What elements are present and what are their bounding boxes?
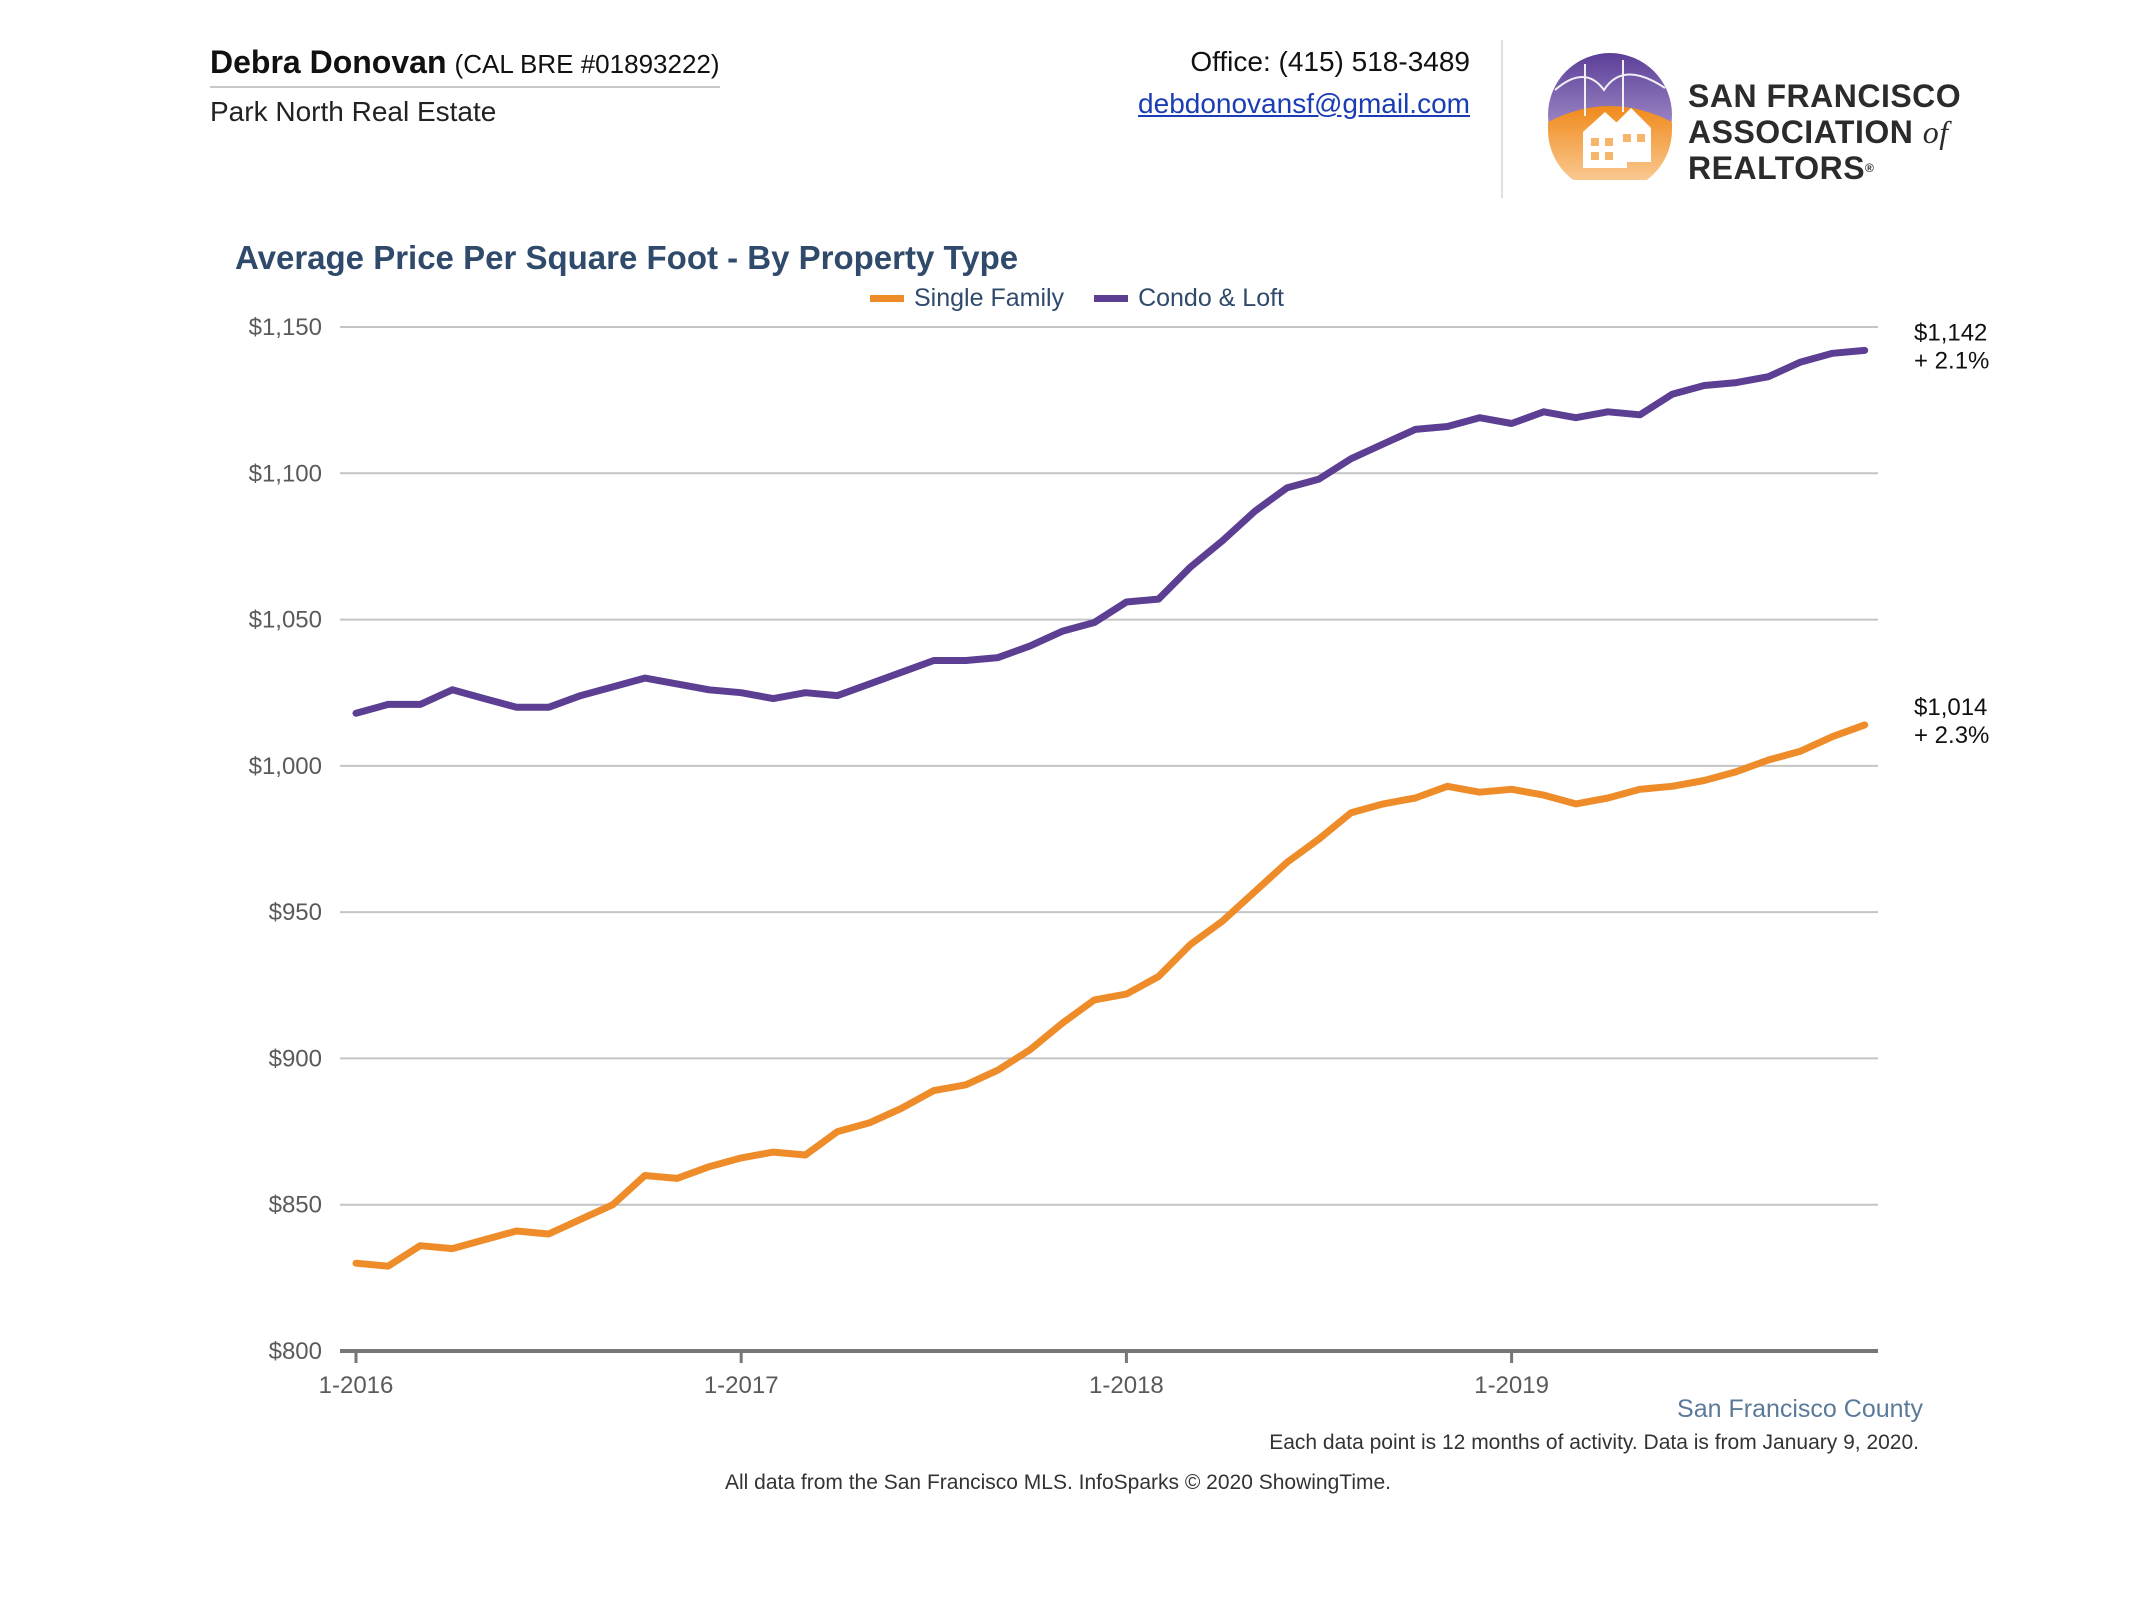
end-change-label-condo-loft: + 2.1% bbox=[1914, 347, 1989, 374]
logo-word-association: ASSOCIATION bbox=[1688, 114, 1914, 150]
y-tick-label: $900 bbox=[269, 1045, 322, 1072]
logo-word-realtors: REALTORS bbox=[1688, 150, 1866, 186]
end-value-label-single-family: $1,014 bbox=[1914, 694, 1987, 721]
y-tick-label: $800 bbox=[269, 1338, 322, 1365]
header-divider bbox=[1501, 40, 1503, 198]
y-tick-label: $1,050 bbox=[249, 607, 322, 634]
legend-item-single-family[interactable]: Single Family bbox=[870, 284, 1064, 313]
data-note: Each data point is 12 months of activity… bbox=[1269, 1431, 1919, 1454]
chart-legend: Single Family Condo & Loft bbox=[870, 284, 1284, 313]
contact-info: Office: (415) 518-3489 debdonovansf@gmai… bbox=[1138, 46, 1470, 120]
line-chart: $800 $850 $900 $950 $1,000 $1,050 $1,100 $1,150… bbox=[249, 314, 1990, 1399]
series-line-single-family bbox=[352, 721, 1869, 1270]
legend-swatch-single-family bbox=[870, 295, 904, 302]
y-tick-label: $1,000 bbox=[249, 753, 322, 780]
series-line-condo-loft bbox=[352, 346, 1869, 717]
logo-line-2: ASSOCIATION of REALTORS® bbox=[1688, 114, 2085, 186]
x-tick-label: 1-2016 bbox=[319, 1372, 394, 1399]
agent-info: Debra Donovan (CAL BRE #01893222) Park N… bbox=[210, 44, 720, 128]
x-tick-label: 1-2018 bbox=[1089, 1372, 1164, 1399]
agent-company: Park North Real Estate bbox=[210, 96, 497, 127]
registered-mark: ® bbox=[1865, 161, 1875, 175]
y-tick-label: $950 bbox=[269, 899, 322, 926]
legend-label-single-family: Single Family bbox=[914, 284, 1065, 312]
office-phone: Office: (415) 518-3489 bbox=[1190, 46, 1470, 77]
logo-wordmark: SAN FRANCISCO ASSOCIATION of REALTORS® bbox=[1688, 78, 2085, 186]
logo-line-1: SAN FRANCISCO bbox=[1688, 78, 1962, 114]
region-label: San Francisco County bbox=[1677, 1395, 1923, 1423]
source-note: All data from the San Francisco MLS. Inf… bbox=[725, 1471, 1392, 1494]
x-tick-label: 1-2019 bbox=[1474, 1372, 1549, 1399]
y-tick-label: $850 bbox=[269, 1192, 322, 1219]
y-tick-label: $1,100 bbox=[249, 460, 322, 487]
sfar-logo: SAN FRANCISCO ASSOCIATION of REALTORS® bbox=[1545, 50, 2085, 186]
end-value-label-condo-loft: $1,142 bbox=[1914, 319, 1987, 346]
y-tick-label: $1,150 bbox=[249, 314, 322, 341]
end-change-label-single-family: + 2.3% bbox=[1914, 722, 1989, 749]
logo-word-of: of bbox=[1922, 114, 1949, 150]
agent-license: (CAL BRE #01893222) bbox=[454, 49, 720, 79]
legend-label-condo-loft: Condo & Loft bbox=[1138, 284, 1284, 312]
agent-name: Debra Donovan bbox=[210, 44, 447, 80]
x-tick-label: 1-2017 bbox=[704, 1372, 779, 1399]
legend-item-condo-loft[interactable]: Condo & Loft bbox=[1094, 284, 1284, 313]
logo-emblem bbox=[1548, 53, 1672, 180]
legend-swatch-condo-loft bbox=[1094, 295, 1129, 302]
email-link[interactable]: debdonovansf@gmail.com bbox=[1138, 88, 1470, 119]
agent-name-line: Debra Donovan (CAL BRE #01893222) bbox=[210, 44, 720, 88]
chart-title: Average Price Per Square Foot - By Prope… bbox=[235, 239, 1019, 276]
